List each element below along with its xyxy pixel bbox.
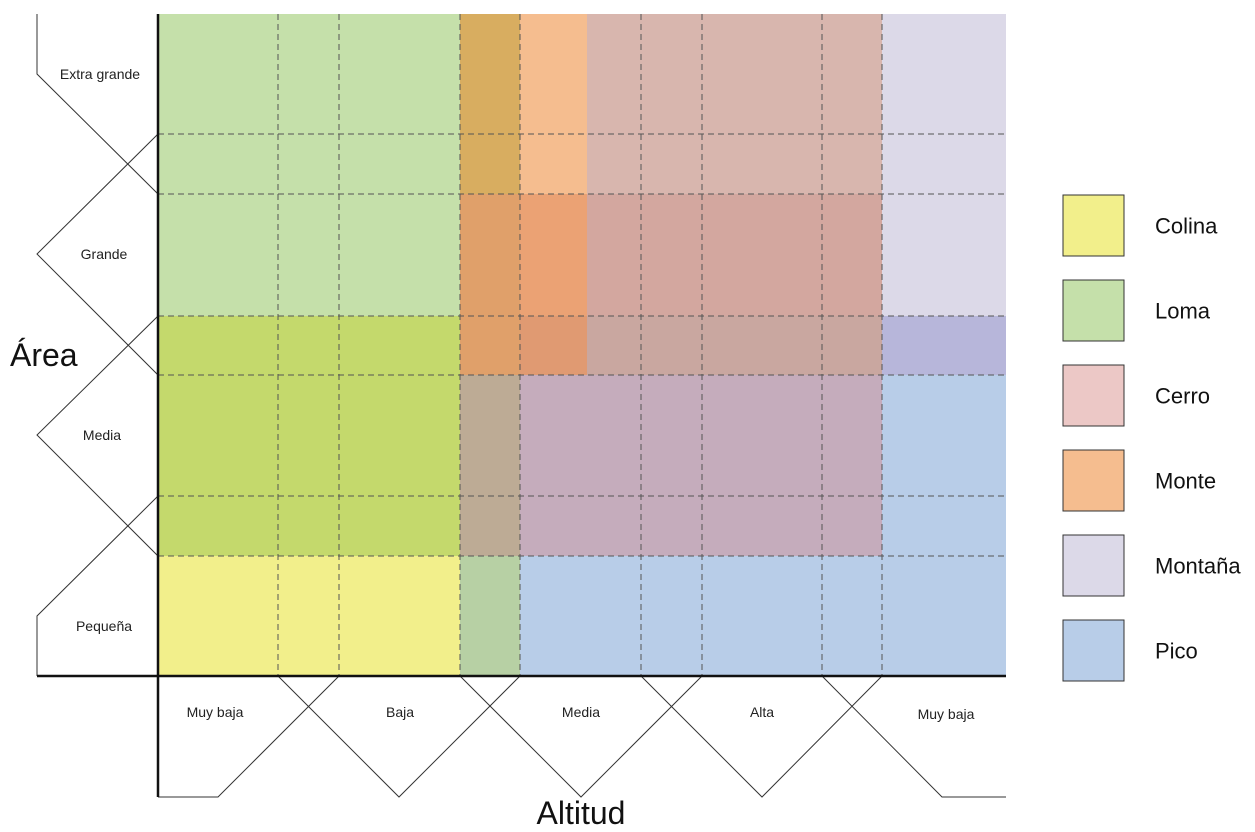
legend-swatch-loma [1062, 279, 1125, 342]
x-category-labels: Muy baja Baja Media Alta Muy baja [187, 704, 975, 722]
legend-swatch-monte [1062, 449, 1125, 512]
x-axis-brackets [158, 675, 1006, 798]
region-pico-right [882, 375, 1006, 676]
legend-label-montana: Montaña [1155, 554, 1241, 579]
region-loma-colina-overlap [158, 316, 460, 556]
y-label-grande: Grande [81, 246, 128, 262]
region-cerro-lower [587, 316, 882, 375]
legend-swatch-pico [1062, 619, 1125, 682]
x-label-media: Media [562, 704, 600, 720]
y-axis-title: Área [10, 337, 78, 373]
legend-label-loma: Loma [1155, 299, 1211, 324]
legend-label-colina: Colina [1155, 214, 1218, 239]
region-colina [158, 556, 460, 676]
region-montana [882, 14, 1006, 316]
legend-swatch-colina [1062, 194, 1125, 257]
axes [37, 14, 1006, 797]
y-axis-brackets [36, 14, 159, 676]
y-label-extra-grande: Extra grande [60, 66, 140, 82]
region-monte-lower [520, 316, 587, 375]
region-narrow-bottom [460, 556, 520, 676]
legend-swatch-cerro [1062, 364, 1125, 427]
region-monte-mid [520, 194, 587, 316]
region-cerro-mid [587, 194, 882, 316]
x-label-baja: Baja [386, 704, 414, 720]
region-narrow-top [460, 14, 520, 194]
x-label-muy-baja-left: Muy baja [187, 704, 244, 720]
x-axis-title: Altitud [537, 795, 626, 831]
region-cerro-top [587, 14, 882, 194]
x-label-muy-baja-right: Muy baja [918, 706, 975, 722]
y-label-pequena: Pequeña [76, 618, 132, 634]
region-montana-pico-overlap [882, 316, 1006, 375]
region-narrow-mid [460, 194, 520, 375]
region-cerro-pico-overlap [520, 375, 882, 556]
legend-swatch-montana [1062, 534, 1125, 597]
y-category-labels: Extra grande Grande Media Pequeña [60, 66, 140, 634]
region-narrow-lower [460, 375, 520, 556]
region-loma [158, 14, 460, 316]
regions [158, 14, 1006, 676]
legend: Colina Loma Cerro Monte Montaña Pico [1062, 194, 1241, 682]
y-label-media: Media [83, 427, 121, 443]
grid-lines [158, 14, 1006, 676]
legend-label-cerro: Cerro [1155, 384, 1210, 409]
x-label-alta: Alta [750, 704, 774, 720]
region-monte-top [520, 14, 587, 194]
legend-label-pico: Pico [1155, 639, 1198, 664]
region-pico-bottom [520, 556, 882, 676]
legend-label-monte: Monte [1155, 469, 1216, 494]
